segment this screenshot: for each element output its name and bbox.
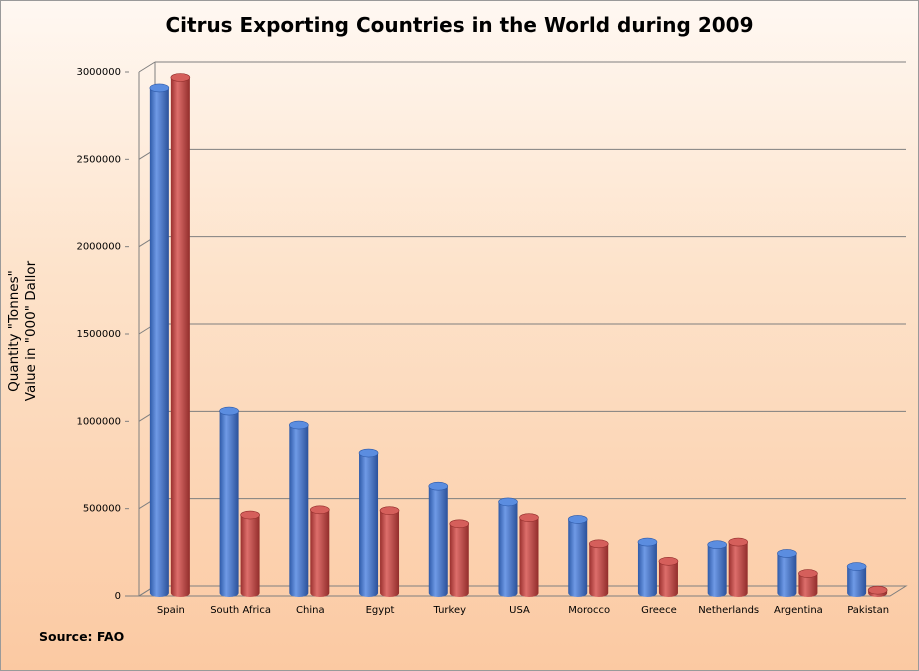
- bar-cap: [567, 515, 588, 524]
- bar-blue: [358, 448, 379, 597]
- x-category-label: Argentina: [774, 605, 823, 616]
- bar-cap: [798, 569, 818, 578]
- x-category-label: USA: [509, 605, 530, 616]
- bar-red: [449, 519, 470, 597]
- x-category-label: China: [296, 605, 325, 616]
- chart-title: Citrus Exporting Countries in the World …: [165, 13, 754, 37]
- bar-cap: [310, 505, 330, 515]
- bar-body: [777, 553, 797, 597]
- bar-blue: [637, 537, 658, 597]
- bar-body: [149, 87, 169, 598]
- bar-body: [428, 486, 448, 597]
- x-category-label: Turkey: [432, 605, 466, 616]
- bar-cap: [519, 513, 539, 522]
- bar-cap: [777, 549, 797, 558]
- bar-cap: [149, 83, 170, 93]
- x-category-label: Egypt: [366, 605, 395, 616]
- bar-red: [658, 557, 679, 597]
- bar-body: [240, 515, 260, 597]
- y-tick-label: 3000000: [76, 67, 121, 78]
- bar-blue: [498, 497, 518, 597]
- bar-blue: [846, 562, 867, 597]
- bar-cap: [449, 519, 470, 529]
- bar-body: [798, 573, 818, 597]
- y-tick-label: 0: [115, 591, 121, 602]
- bar-red: [240, 510, 260, 597]
- y-tick-label: 500000: [83, 504, 121, 515]
- y-tick-label: 1500000: [76, 329, 121, 340]
- bar-red: [798, 569, 818, 597]
- source-note: Source: FAO: [39, 629, 125, 644]
- bar-cap: [240, 510, 260, 520]
- bar-red: [588, 539, 609, 597]
- bar-cap: [289, 420, 309, 430]
- bar-blue: [428, 481, 449, 597]
- y-tick-label: 2000000: [76, 242, 121, 253]
- bar-cap: [379, 506, 400, 515]
- x-category-label: Pakistan: [847, 605, 889, 616]
- bar-cap: [358, 448, 379, 458]
- x-category-label: Greece: [641, 605, 677, 616]
- bar-body: [219, 411, 239, 597]
- x-category-label: South Africa: [210, 605, 271, 616]
- bar-red: [519, 513, 539, 597]
- bar-red: [379, 506, 400, 597]
- bar-cap: [846, 562, 867, 571]
- bar-cap: [498, 497, 518, 507]
- bar-cap: [867, 585, 888, 595]
- bar-body: [170, 77, 190, 597]
- bar-body: [637, 542, 657, 597]
- bar-body: [568, 519, 588, 597]
- bar-blue: [777, 549, 797, 597]
- bar-body: [498, 501, 518, 597]
- bar-cap: [219, 406, 239, 416]
- gridline-side: [138, 61, 156, 73]
- bar-red: [170, 73, 191, 597]
- bar-cap: [658, 557, 679, 566]
- bar-body: [728, 542, 748, 597]
- y-tick-label: 2500000: [76, 154, 121, 165]
- bar-body: [380, 510, 400, 597]
- bar-blue: [707, 540, 727, 597]
- x-category-label: Morocco: [568, 605, 610, 616]
- bar-body: [658, 561, 678, 597]
- y-tick-label: 1000000: [76, 416, 121, 427]
- bar-cap: [637, 537, 658, 547]
- bar-blue: [219, 406, 239, 597]
- bar-body: [707, 544, 727, 597]
- bar-blue: [567, 515, 588, 597]
- bar-body: [519, 517, 539, 597]
- bar-red: [867, 585, 888, 597]
- x-category-label: Netherlands: [698, 605, 759, 616]
- bar-body: [847, 566, 867, 597]
- bar-cap: [707, 540, 727, 550]
- bar-cap: [428, 481, 449, 491]
- bar-body: [359, 453, 379, 597]
- bar-cap: [588, 539, 609, 549]
- bar-body: [289, 425, 309, 597]
- bar-blue: [149, 83, 170, 598]
- bar-blue: [289, 420, 309, 597]
- bar-body: [589, 543, 609, 597]
- bar-body: [310, 509, 330, 597]
- bar-red: [310, 505, 330, 597]
- bar-red: [728, 537, 748, 597]
- bar-cap: [728, 537, 748, 547]
- x-category-label: Spain: [157, 605, 185, 616]
- bar-body: [449, 523, 469, 597]
- bar-cap: [170, 73, 191, 82]
